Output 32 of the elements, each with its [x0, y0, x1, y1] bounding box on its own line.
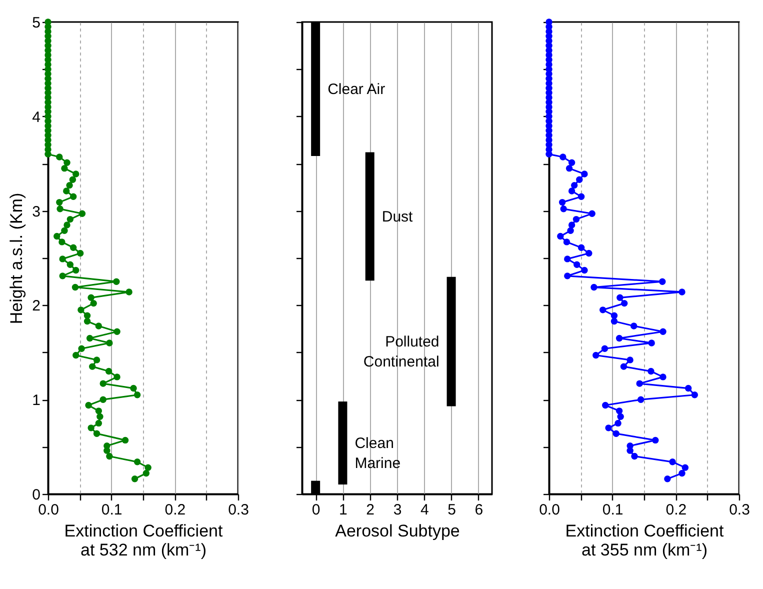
x-tick-label: 0.0 — [539, 502, 560, 518]
annotation: Clear Air — [328, 81, 386, 98]
x-tick-label: 2 — [366, 502, 375, 518]
x-tick-label: 0 — [312, 502, 320, 518]
bar — [338, 401, 348, 485]
x-tick-label: 0.2 — [666, 502, 687, 518]
bar — [365, 152, 374, 281]
x-tick-label: 0.3 — [228, 502, 249, 518]
x-tick-label: 3 — [393, 502, 402, 518]
y-tick-label: 3 — [32, 203, 40, 220]
bar — [446, 276, 456, 406]
x-tick-label: 0.3 — [729, 502, 750, 518]
annotation: Dust — [382, 208, 414, 226]
x-axis-title: Extinction Coefficient at 355 nm (km⁻¹) — [565, 522, 724, 560]
x-axis-title: Aerosol Subtype — [335, 522, 460, 540]
y-tick-label: 5 — [32, 14, 40, 32]
x-tick-label: 0.0 — [38, 502, 59, 518]
x-tick-label: 0.2 — [164, 502, 186, 518]
x-tick-label: 0.1 — [101, 502, 122, 518]
annotation: Clean Marine — [354, 435, 401, 472]
y-tick-label: 1 — [32, 392, 40, 410]
x-tick-label: 4 — [420, 502, 429, 518]
y-tick-label: 0 — [32, 486, 40, 504]
y-tick-label: 2 — [32, 298, 40, 315]
y-axis-title: Height a.s.l. (Km) — [7, 192, 26, 324]
x-axis-title: Extinction Coefficient at 532 nm (km⁻¹) — [64, 522, 223, 560]
x-tick-label: 6 — [474, 502, 484, 518]
y-tick-label: 4 — [32, 108, 40, 126]
x-tick-label: 1 — [339, 502, 348, 518]
annotation: Polluted Continental — [363, 334, 440, 371]
x-tick-label: 5 — [448, 502, 456, 518]
x-tick-label: 0.1 — [602, 502, 624, 518]
